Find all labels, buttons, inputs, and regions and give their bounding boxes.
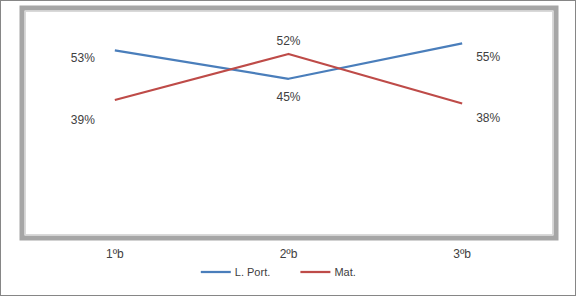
legend-label: L. Port.	[235, 266, 270, 278]
x-tick-label: 3ºb	[453, 247, 471, 261]
series-line	[115, 43, 462, 78]
x-tick-label: 2ºb	[280, 247, 298, 261]
data-label: 53%	[71, 51, 95, 65]
legend: L. Port. Mat.	[201, 266, 356, 278]
chart-border	[1, 1, 576, 296]
plot-frame	[22, 8, 556, 238]
legend-label: Mat.	[334, 266, 355, 278]
legend-swatch	[201, 271, 231, 273]
plot-area	[26, 12, 553, 235]
x-tick-label: 1ºb	[106, 247, 124, 261]
y-axis-line	[22, 8, 23, 238]
data-label: 38%	[476, 111, 500, 125]
legend-swatch	[300, 271, 330, 273]
series-line	[115, 54, 462, 104]
data-label: 55%	[476, 50, 500, 64]
data-label: 52%	[276, 34, 300, 48]
data-label: 45%	[276, 90, 300, 104]
data-label: 39%	[71, 113, 95, 127]
series-group	[115, 43, 462, 103]
chart: 1ºb 2ºb 3ºb 53% 45% 55% 39% 52% 38% L. Port. Mat.	[0, 0, 576, 296]
